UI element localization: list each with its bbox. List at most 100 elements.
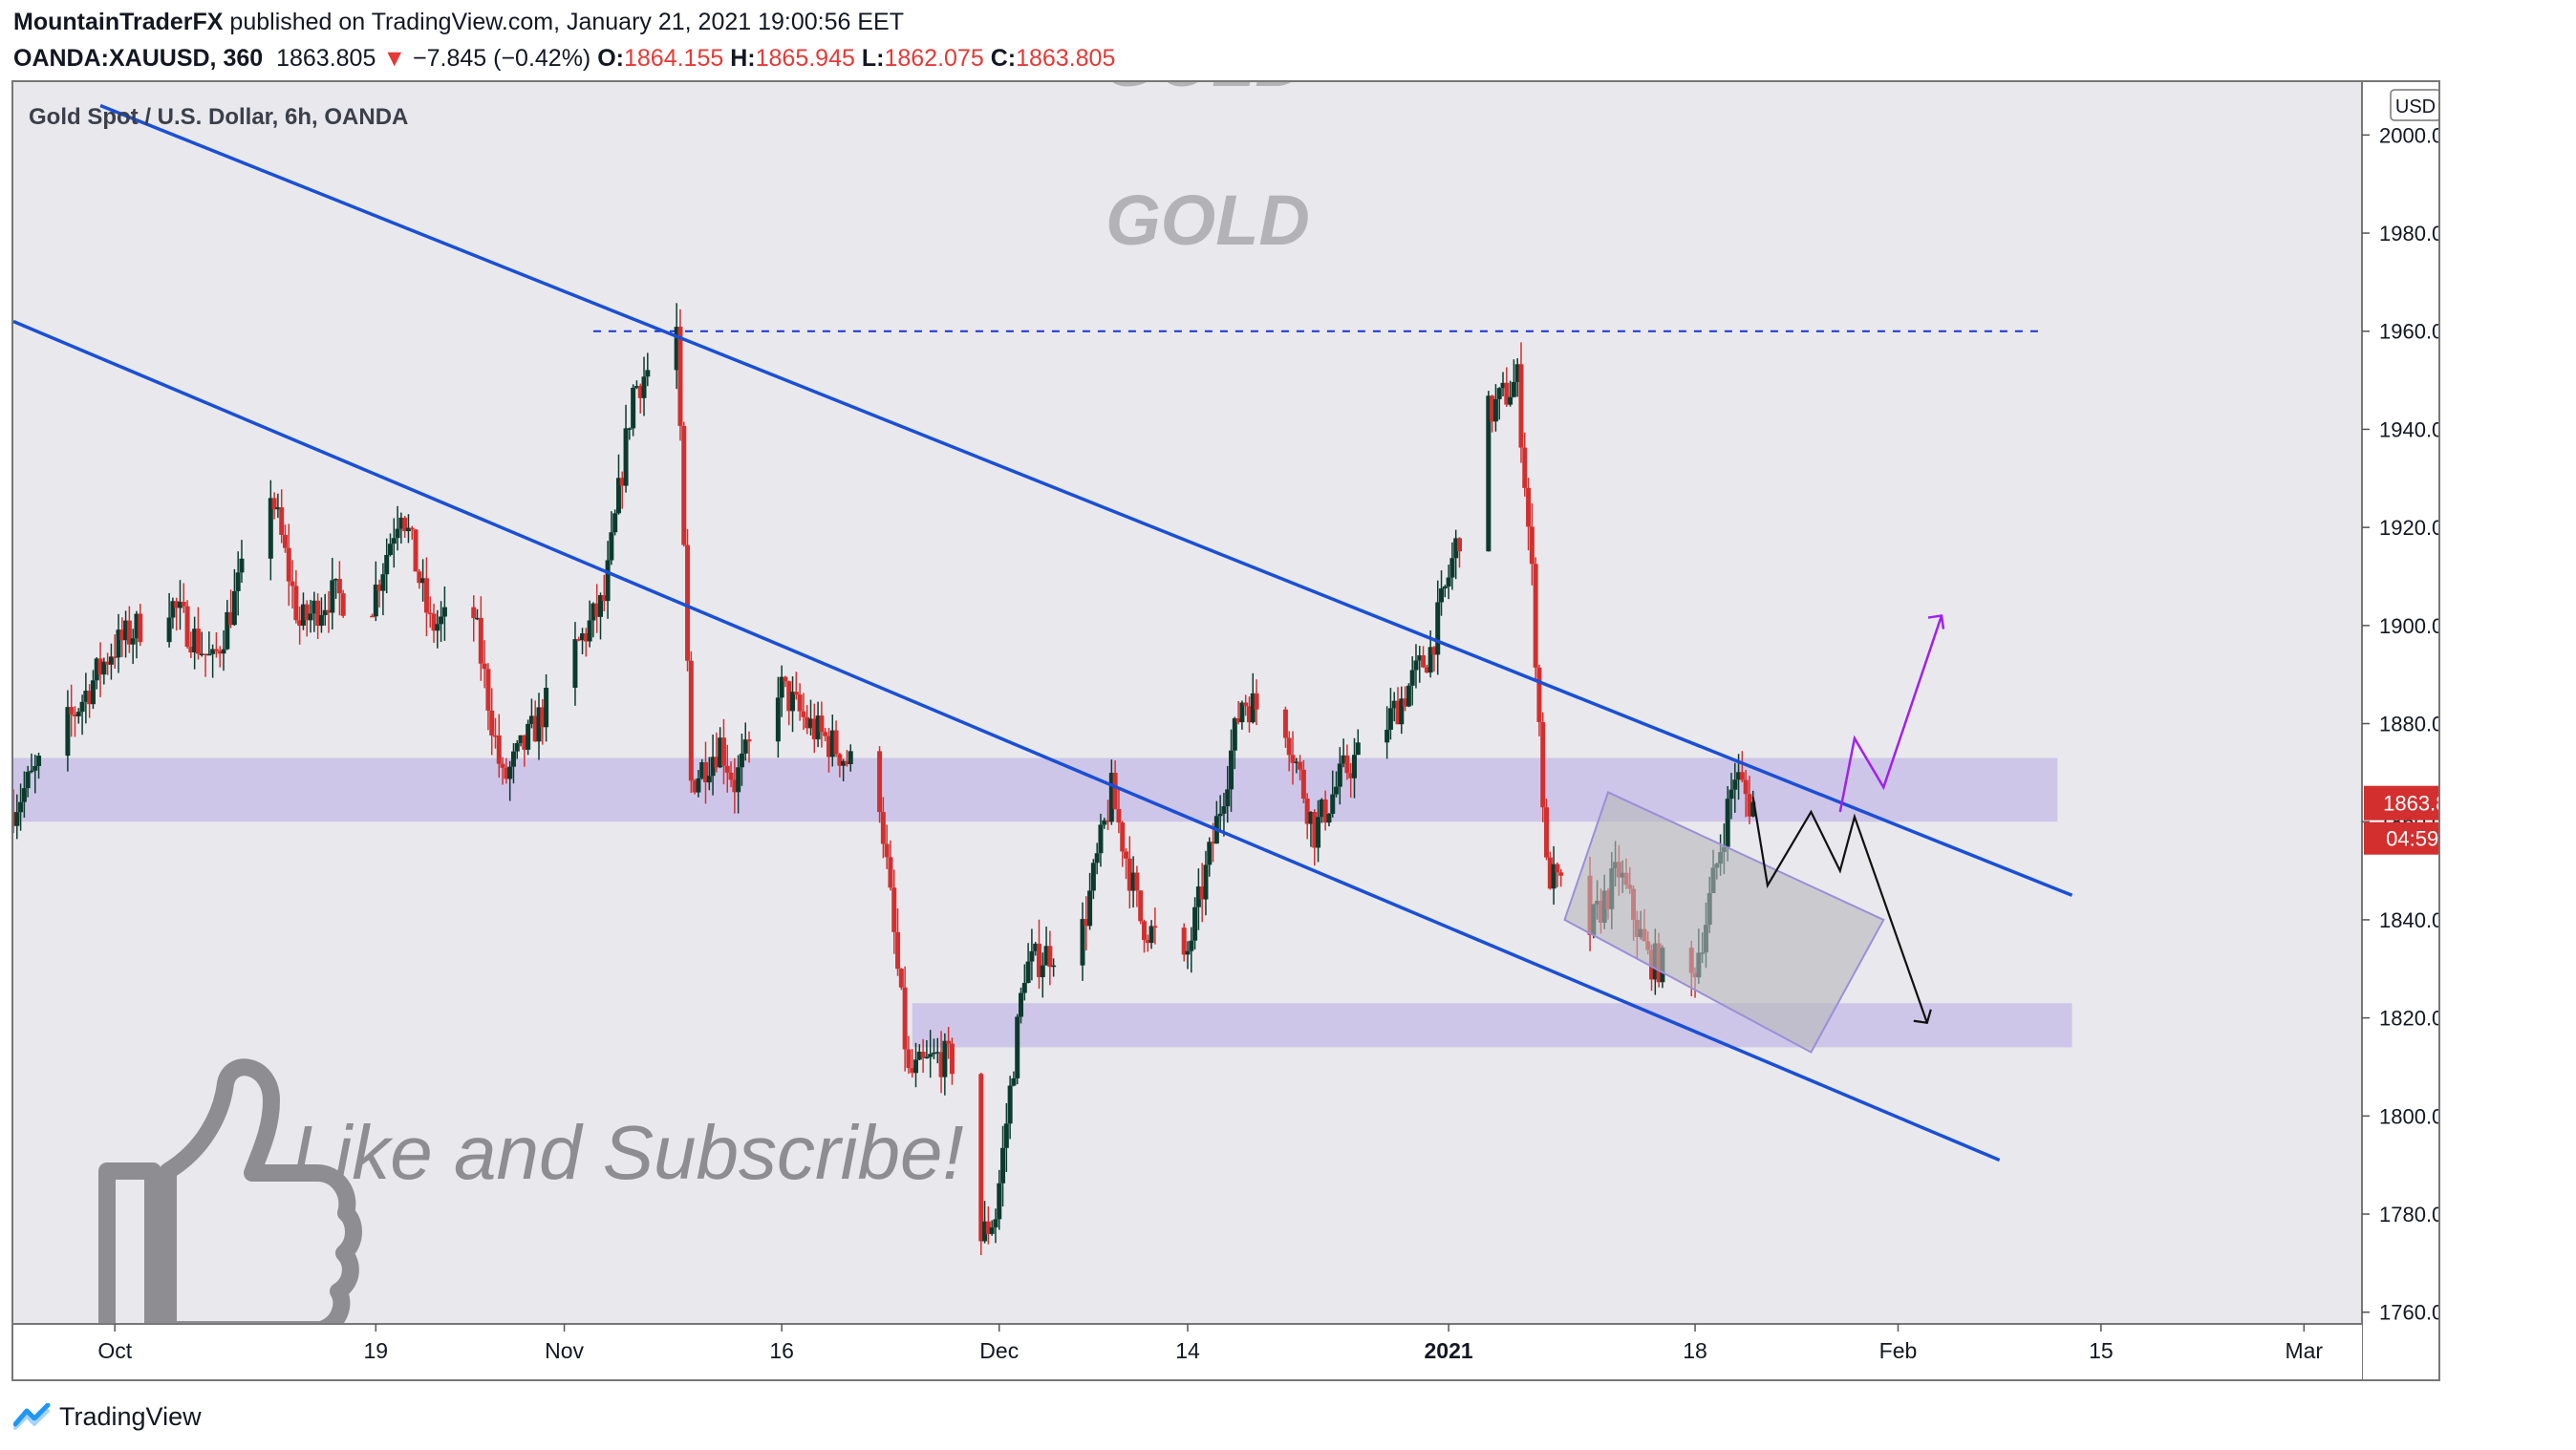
candle-body xyxy=(895,931,901,970)
candle-body xyxy=(605,560,611,602)
candle xyxy=(1108,759,1114,825)
candle xyxy=(877,746,883,823)
candle xyxy=(583,628,589,657)
candle xyxy=(225,600,230,650)
candle xyxy=(1522,432,1528,497)
candle-body xyxy=(1250,693,1256,723)
candle-body xyxy=(913,1059,919,1074)
time-tick-label: 15 xyxy=(2089,1338,2114,1363)
candle xyxy=(36,752,42,779)
published-text: published on TradingView.com, January 21… xyxy=(229,9,904,35)
candle xyxy=(1308,811,1314,847)
candle-body xyxy=(184,606,190,648)
chart-frame[interactable]: GOLD GOLD Like and Subscribe! 1760.00017… xyxy=(11,80,2440,1381)
candle xyxy=(1300,759,1306,804)
candle xyxy=(1015,1013,1020,1085)
candle xyxy=(1203,850,1209,916)
candle-body xyxy=(1203,864,1209,900)
candle xyxy=(286,523,291,607)
tradingview-brand[interactable]: TradingView xyxy=(59,1401,202,1431)
candle-body xyxy=(195,629,201,654)
candle xyxy=(1199,863,1205,923)
time-axis[interactable]: Oct 19 Nov 16 Dec 14 2021 18 Feb 15 Mar xyxy=(13,1323,2362,1379)
candle-body xyxy=(199,653,204,655)
candle xyxy=(420,559,426,602)
candle xyxy=(928,1030,934,1078)
candle-body xyxy=(130,638,136,645)
candle-body xyxy=(1409,670,1415,686)
time-tick-label: Mar xyxy=(2285,1338,2323,1363)
candle-body xyxy=(1490,395,1495,422)
candle-body xyxy=(718,737,723,768)
candle-body xyxy=(1385,729,1390,743)
candle-body xyxy=(471,607,477,619)
candle-body xyxy=(1435,602,1441,655)
candle-body xyxy=(815,715,821,740)
candle-body xyxy=(746,739,752,742)
high-value: 1865.945 xyxy=(755,45,855,72)
zone-2 xyxy=(912,1003,2072,1048)
symbol-line: OANDA:XAUUSD, 360 1863.805 ▼ −7.845 (−0.… xyxy=(13,40,1115,76)
candle-body xyxy=(1504,382,1510,405)
candle xyxy=(94,656,99,690)
candle-body xyxy=(1529,526,1535,565)
tradingview-logo-icon[interactable] xyxy=(13,1403,52,1430)
candle-body xyxy=(993,1219,998,1227)
candle xyxy=(431,604,437,643)
candle-body xyxy=(1536,667,1542,722)
price-tick-label: 1880.000 xyxy=(2379,713,2438,736)
candle xyxy=(526,719,531,756)
close-value: 1863.805 xyxy=(1016,45,1116,72)
candle xyxy=(1486,391,1492,552)
candle xyxy=(1124,848,1129,880)
bearish-arrowhead xyxy=(1913,1009,1932,1024)
price-tick-label: 1940.000 xyxy=(2379,417,2438,441)
candle xyxy=(330,558,335,629)
candle-body xyxy=(532,715,538,742)
open-label: O: xyxy=(597,45,624,72)
candle-body xyxy=(290,581,295,586)
candle xyxy=(677,309,683,441)
candle-body xyxy=(1348,773,1354,778)
candle xyxy=(482,640,487,689)
candle-body xyxy=(844,760,849,765)
price-tick-label: 1820.000 xyxy=(2379,1007,2438,1031)
candle xyxy=(692,778,698,795)
candle-body xyxy=(1290,755,1296,763)
candle-body xyxy=(1533,564,1538,668)
bullish-arrowhead xyxy=(1927,614,1945,629)
candle xyxy=(1235,701,1241,725)
zones-layer xyxy=(13,757,2072,1048)
candle-body xyxy=(674,327,679,371)
candle xyxy=(213,632,219,658)
candle-body xyxy=(526,723,531,750)
candle-body xyxy=(841,760,847,766)
candle xyxy=(1544,799,1550,861)
candle-body xyxy=(1551,864,1556,889)
candle xyxy=(1090,859,1096,900)
price-chart[interactable]: GOLD GOLD Like and Subscribe! 1760.00017… xyxy=(13,82,2438,1379)
candle-body xyxy=(1195,886,1201,907)
candle xyxy=(934,1037,940,1064)
candle xyxy=(75,708,81,724)
like-annotation: Like and Subscribe! xyxy=(98,1058,964,1340)
candle xyxy=(402,515,408,539)
candle-body xyxy=(928,1054,934,1057)
price-tick-label: 2000.000 xyxy=(2379,123,2438,147)
candle xyxy=(732,757,738,814)
candle-body xyxy=(217,650,223,654)
candle xyxy=(65,690,71,772)
candle-body xyxy=(1298,761,1303,770)
candle-body xyxy=(431,613,437,631)
candle xyxy=(1334,771,1340,798)
candle xyxy=(1116,788,1122,834)
candle xyxy=(1021,964,1027,1001)
price-axis[interactable]: 1760.000 1780.000 1800.000 1820.000 1840.000… xyxy=(2361,82,2438,1379)
candle-body xyxy=(333,579,339,581)
candle xyxy=(489,688,495,756)
author-name[interactable]: MountainTraderFX xyxy=(13,9,224,35)
candle-body xyxy=(910,1068,915,1074)
candle-body xyxy=(1148,926,1154,944)
candle-body xyxy=(65,707,71,757)
candle-body xyxy=(326,609,332,613)
